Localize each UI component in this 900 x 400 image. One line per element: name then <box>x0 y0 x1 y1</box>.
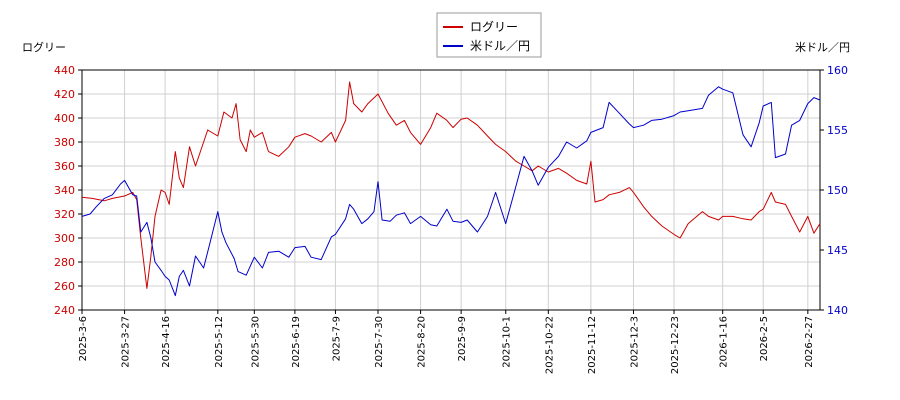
left-tick-label: 280 <box>54 256 75 269</box>
left-tick-label: 320 <box>54 208 75 221</box>
legend-box <box>436 12 542 58</box>
x-tick-label: 2025-5-12 <box>214 316 225 368</box>
x-tick-label: 2025-7-30 <box>374 316 385 368</box>
x-tick-label: 2025-6-19 <box>291 316 302 368</box>
left-axis-label: ログリー <box>22 40 66 54</box>
left-tick-label: 300 <box>54 232 75 245</box>
right-tick-label: 150 <box>827 184 848 197</box>
x-axis: 2025-3-6 2025-3-27 2025-4-16 2025-5-12 2025-… <box>78 310 815 374</box>
left-tick-label: 240 <box>54 304 75 317</box>
left-tick-label: 260 <box>54 280 75 293</box>
x-tick-label: 2025-12-23 <box>670 316 681 374</box>
right-tick-label: 160 <box>827 64 848 77</box>
left-tick-label: 440 <box>54 64 75 77</box>
left-tick-label: 380 <box>54 136 75 149</box>
x-tick-label: 2025-10-22 <box>544 316 555 374</box>
series-line-logly <box>81 81 821 289</box>
left-tick-label: 400 <box>54 112 75 125</box>
left-tick-label: 340 <box>54 184 75 197</box>
left-tick-label: 360 <box>54 160 75 173</box>
left-axis: 240 260 280 300 320 340 360 380 400 420 440 <box>54 64 82 317</box>
legend-label-usdjpy: 米ドル／円 <box>470 39 530 53</box>
legend-label-logly: ログリー <box>470 20 518 34</box>
series-line-usdjpy <box>81 86 821 297</box>
right-tick-label: 155 <box>827 124 848 137</box>
right-axis-label: 米ドル／円 <box>795 41 850 54</box>
x-tick-label: 2025-9-9 <box>457 316 468 361</box>
x-tick-label: 2025-3-27 <box>121 316 132 368</box>
x-tick-label: 2025-12-3 <box>629 316 640 368</box>
x-tick-label: 2025-8-20 <box>417 316 428 368</box>
right-axis: 140 145 150 155 160 <box>820 64 848 317</box>
x-tick-label: 2025-3-6 <box>78 316 89 361</box>
x-tick-label: 2026-2-5 <box>759 316 770 361</box>
x-tick-label: 2025-7-9 <box>331 316 342 361</box>
series-layer <box>81 81 821 297</box>
left-tick-label: 420 <box>54 88 75 101</box>
x-tick-label: 2026-2-27 <box>804 316 815 368</box>
right-tick-label: 145 <box>827 244 848 257</box>
x-tick-label: 2025-11-12 <box>587 316 598 374</box>
x-tick-label: 2025-4-16 <box>161 316 172 368</box>
x-tick-label: 2025-10-1 <box>502 316 513 368</box>
right-tick-label: 140 <box>827 304 848 317</box>
x-tick-label: 2025-5-30 <box>250 316 261 368</box>
legend: ログリー 米ドル／円 <box>436 12 542 58</box>
x-tick-label: 2026-1-16 <box>719 316 730 368</box>
